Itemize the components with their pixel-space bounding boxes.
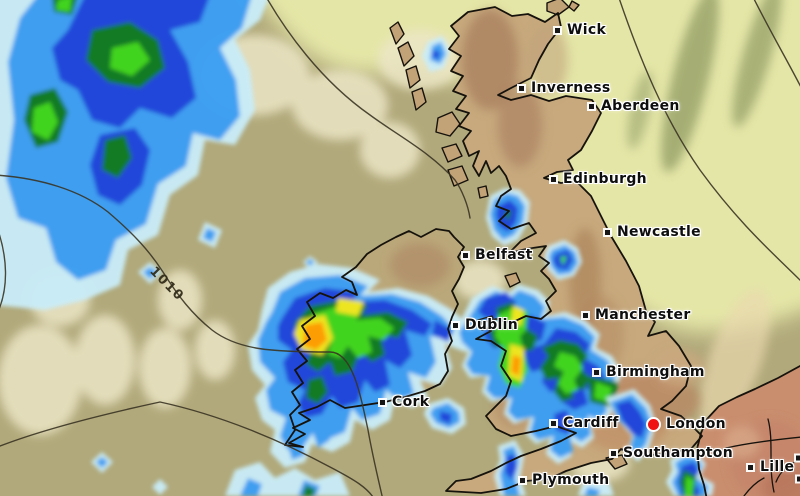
coastline-layer	[284, 0, 800, 496]
country-borders	[725, 418, 800, 496]
rain-cell-cumbria	[544, 240, 582, 280]
rain-cell-scattered	[91, 222, 350, 496]
rain-cell-england	[454, 284, 622, 464]
rain-cell-plymouth	[424, 398, 614, 496]
rain-cell-stkilda	[422, 36, 450, 72]
isobar-line-1010	[0, 174, 383, 496]
rain-cell-atlantic	[0, 0, 268, 310]
rain-cell-london-arm	[606, 389, 656, 462]
